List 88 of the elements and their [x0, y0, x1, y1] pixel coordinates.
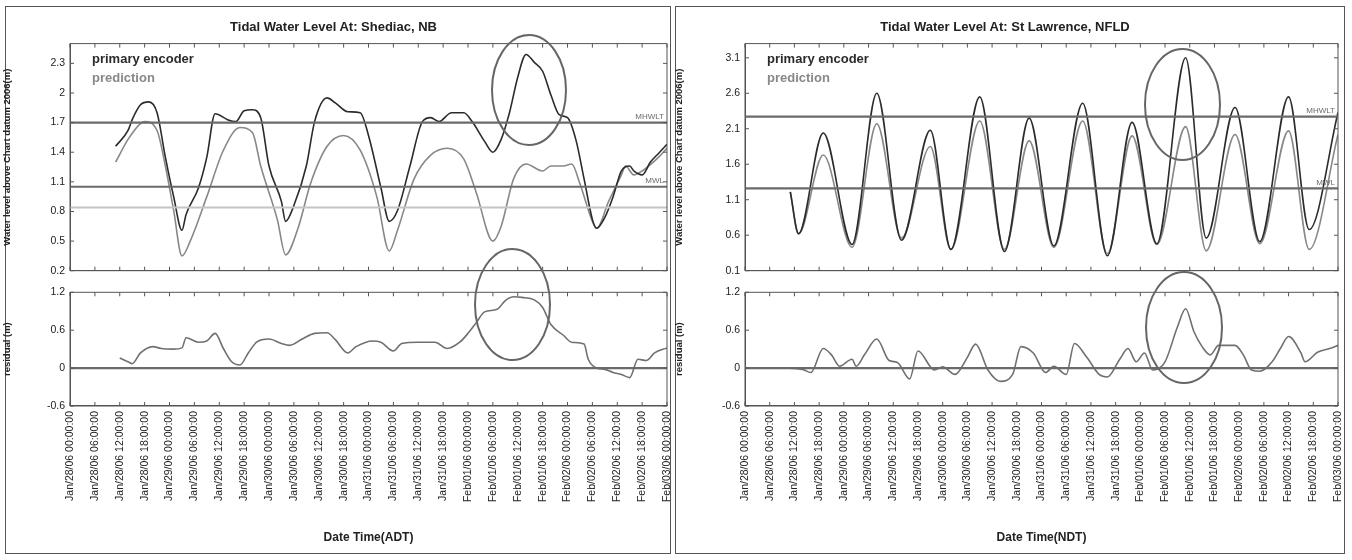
x-tick-label: Feb/01/06 06:00:00	[485, 410, 498, 503]
y-tick-label: 0	[59, 360, 66, 373]
x-tick-label: Jan/28/06 06:00:00	[762, 410, 775, 501]
text: prediction	[92, 70, 155, 86]
x-tick-label: Jan/29/06 18:00:00	[910, 410, 923, 501]
x-tick-label: Feb/02/06 12:00:00	[610, 410, 623, 503]
chart-title: Tidal Water Level At: St Lawrence, NFLD	[880, 19, 1130, 35]
x-tick-label: Jan/30/06 00:00:00	[935, 410, 948, 501]
y-tick-label: 3.1	[725, 50, 741, 63]
x-tick-label: Jan/28/06 06:00:00	[87, 410, 100, 501]
x-tick-label: Jan/28/06 00:00:00	[62, 410, 75, 501]
y-tick-label: 0.2	[50, 263, 66, 276]
x-tick-label: Feb/01/06 06:00:00	[1157, 410, 1170, 503]
y-axis-title: Water level above Chart datum 2006(m)	[1, 68, 13, 246]
x-tick-label: Jan/28/06 12:00:00	[112, 410, 125, 501]
x-tick-label: Feb/01/06 12:00:00	[510, 410, 523, 503]
x-tick-label: Jan/28/06 12:00:00	[787, 410, 800, 501]
y-tick-label: -0.6	[721, 398, 741, 411]
x-tick-label: Feb/01/06 18:00:00	[1207, 410, 1220, 503]
x-tick-label: Jan/29/06 06:00:00	[187, 410, 200, 501]
x-tick-label: Feb/01/06 18:00:00	[535, 410, 548, 503]
y-axis-title: Water level above Chart datum 2006(m)	[673, 68, 685, 246]
x-tick-label: Feb/02/06 12:00:00	[1281, 410, 1294, 503]
ref-line-label: MWL	[645, 175, 665, 185]
x-tick-label: Jan/29/06 12:00:00	[886, 410, 899, 501]
x-tick-label: Jan/31/06 06:00:00	[386, 410, 399, 501]
x-tick-label: Jan/29/06 00:00:00	[836, 410, 849, 501]
x-tick-label: Jan/31/06 00:00:00	[1034, 410, 1047, 501]
y-tick-label: 1.4	[50, 145, 66, 158]
x-tick-label: Jan/31/06 06:00:00	[1059, 410, 1072, 501]
x-axis-title: Date Time(ADT)	[323, 530, 414, 545]
x-tick-label: Jan/30/06 00:00:00	[261, 410, 274, 501]
y-tick-label: 2.3	[50, 56, 66, 69]
x-tick-label: Jan/31/06 12:00:00	[411, 410, 424, 501]
x-tick-label: Feb/02/06 06:00:00	[585, 410, 598, 503]
x-tick-label: Feb/02/06 18:00:00	[1306, 410, 1319, 503]
x-tick-label: Jan/31/06 12:00:00	[1083, 410, 1096, 501]
y-axis-title: residual (m)	[673, 322, 685, 377]
y-tick-label: 1.1	[50, 174, 66, 187]
y-tick-label: 0.6	[725, 323, 741, 336]
y-tick-label: 2.1	[725, 121, 741, 134]
x-tick-label: Jan/29/06 12:00:00	[212, 410, 225, 501]
x-tick-label: Jan/29/06 18:00:00	[237, 410, 250, 501]
x-tick-label: Feb/02/06 06:00:00	[1256, 410, 1269, 503]
y-tick-label: 0.6	[725, 228, 741, 241]
y-tick-label: 0.8	[50, 204, 66, 217]
chart-title: Tidal Water Level At: Shediac, NB	[230, 19, 437, 35]
x-tick-label: Jan/30/06 18:00:00	[336, 410, 349, 501]
y-tick-label: 2	[59, 85, 66, 98]
x-tick-label: Jan/31/06 18:00:00	[1108, 410, 1121, 501]
x-tick-label: Jan/30/06 06:00:00	[960, 410, 973, 501]
x-tick-label: Feb/01/06 00:00:00	[1133, 410, 1146, 503]
x-tick-label: Jan/30/06 12:00:00	[311, 410, 324, 501]
x-tick-label: Feb/01/06 00:00:00	[460, 410, 473, 503]
y-tick-label: 1.1	[725, 192, 741, 205]
x-tick-label: Feb/01/06 12:00:00	[1182, 410, 1195, 503]
x-tick-label: Jan/30/06 18:00:00	[1009, 410, 1022, 501]
y-tick-label: 0.5	[50, 233, 66, 246]
y-tick-label: 1.2	[50, 285, 66, 298]
x-tick-label: Jan/28/06 18:00:00	[812, 410, 825, 501]
y-tick-label: 1.7	[50, 115, 66, 128]
text: prediction	[767, 70, 830, 86]
y-tick-label: 0	[734, 360, 741, 373]
x-tick-label: Jan/31/06 18:00:00	[436, 410, 449, 501]
x-tick-label: Feb/02/06 00:00:00	[560, 410, 573, 503]
x-tick-label: Feb/03/06 00:00:00	[659, 410, 672, 503]
x-axis-title: Date Time(NDT)	[996, 530, 1087, 545]
y-tick-label: -0.6	[46, 398, 66, 411]
text: primary encoder	[767, 51, 869, 67]
x-tick-label: Jan/31/06 00:00:00	[361, 410, 374, 501]
y-tick-label: 1.2	[725, 285, 741, 298]
x-tick-label: Feb/02/06 00:00:00	[1232, 410, 1245, 503]
x-tick-label: Feb/03/06 00:00:00	[1330, 410, 1343, 503]
y-axis-title: residual (m)	[1, 322, 13, 377]
y-tick-label: 2.6	[725, 86, 741, 99]
y-tick-label: 0.1	[725, 263, 741, 276]
text: primary encoder	[92, 51, 194, 67]
y-tick-label: 0.6	[50, 323, 66, 336]
ref-line-label: MHWLT	[635, 111, 665, 121]
x-tick-label: Jan/29/06 06:00:00	[861, 410, 874, 501]
x-tick-label: Jan/28/06 00:00:00	[737, 410, 750, 501]
x-tick-label: Jan/28/06 18:00:00	[137, 410, 150, 501]
x-tick-label: Feb/02/06 18:00:00	[635, 410, 648, 503]
y-tick-label: 1.6	[725, 157, 741, 170]
x-tick-label: Jan/30/06 12:00:00	[984, 410, 997, 501]
x-tick-label: Jan/30/06 06:00:00	[286, 410, 299, 501]
ref-line-label: MHWLT	[1306, 105, 1336, 115]
x-tick-label: Jan/29/06 00:00:00	[162, 410, 175, 501]
